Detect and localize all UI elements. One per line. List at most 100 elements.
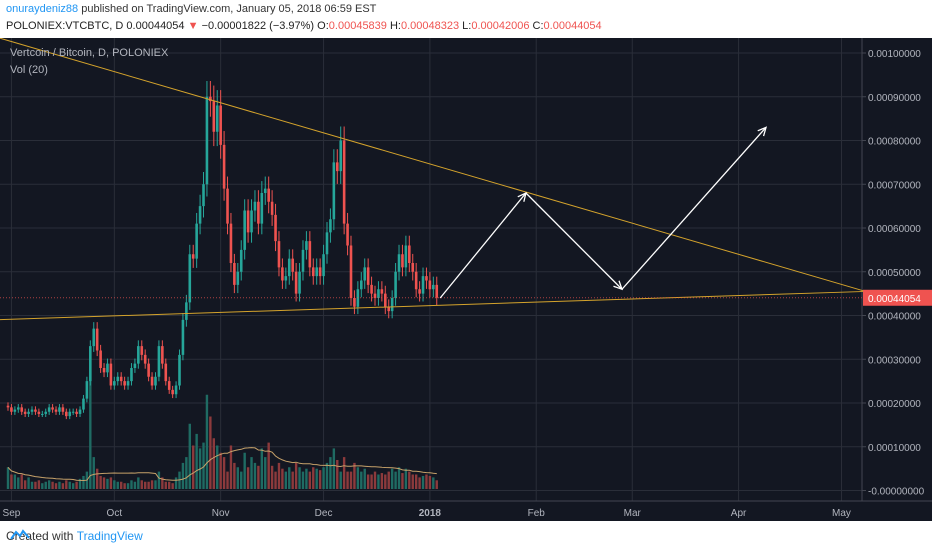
ohlc-line: POLONIEX:VTCBTC, D 0.00044054 ▼ −0.00001… [6,20,602,32]
volume-bar [102,477,106,489]
candle-body [68,411,72,417]
candle-body [41,413,44,415]
volume-bar [226,471,229,489]
volume-bar [356,467,360,489]
volume-bar [418,477,421,489]
volume-bar [34,481,37,489]
candle-body [418,289,421,294]
candle-body [335,162,339,172]
volume-bar [387,471,390,489]
volume-bar [380,473,384,489]
time-tick-label: Oct [107,508,123,519]
volume-bar [408,471,411,489]
volume-bar [164,481,167,489]
candle-body [346,223,349,246]
open-label: O: [317,20,329,32]
volume-ma-line [7,447,437,482]
author-link[interactable]: onuraydeniz88 [6,3,79,15]
volume-bar [336,460,339,489]
volume-bar [339,471,342,489]
volume-bar [329,457,332,489]
low-value: 0.00042006 [471,20,530,32]
volume-bar [236,467,240,489]
time-tick-label: May [832,508,851,519]
volume-bar [360,471,363,489]
volume-bar [47,480,51,489]
candle-body [6,405,10,408]
candle-body [85,381,89,399]
candle-body [154,376,157,386]
volume-bar [44,481,47,489]
candle-body [325,232,329,255]
volume-bar [301,471,305,489]
volume-bar [219,452,222,489]
volume-bar [363,468,366,489]
chart-header: onuraydeniz88 published on TradingView.c… [0,0,932,38]
candle-body [82,398,85,410]
candle-body [277,241,281,268]
candle-body [267,188,270,202]
volume-bar [95,468,99,489]
volume-bar [229,445,233,489]
volume-bar [298,467,301,489]
volume-bar [397,467,401,489]
volume-bar [154,480,157,489]
volume-bar [65,480,68,489]
high-value: 0.00048323 [400,20,460,32]
last-price-tag [863,289,932,306]
candle-body [408,245,411,263]
candle-body [34,409,37,412]
chart-area[interactable]: 0.00100000 0.00090000 0.00080000 0.00070000… [0,38,932,521]
price-tick-label: 0.00040000 [868,312,921,323]
volume-bar [150,480,154,489]
time-tick-label: Mar [624,508,642,519]
volume-bar [384,474,387,489]
candle-body [126,381,130,386]
candle-body [209,96,212,102]
candle-body [181,319,185,355]
candle-body [123,381,126,386]
volume-bar [144,481,147,489]
candle-body [140,346,144,355]
candle-body [130,368,133,382]
candle-body [236,271,240,285]
candle-body [116,376,120,382]
tradingview-brand[interactable]: TradingView [76,529,143,543]
volume-bar [37,480,41,489]
candle-body [222,144,226,189]
volume-bar [119,481,123,489]
time-tick-label: 2018 [419,508,442,519]
candle-body [384,293,387,307]
volume-bar [195,433,198,489]
candle-body [161,346,164,364]
candle-body [257,201,260,224]
tradingview-logo-icon[interactable] [10,529,30,541]
volume-bar [288,467,291,489]
candle-body [174,385,178,395]
candle-body [205,96,209,185]
volume-bar [109,477,113,489]
volume-bar [401,473,404,489]
volume-bar [68,481,71,489]
candle-body [51,407,54,410]
volume-bar [353,462,356,489]
volume-bar [116,481,119,489]
candle-body [404,245,408,268]
volume-bar [435,480,438,489]
candle-body [414,271,418,290]
last-price-tag-label: 0.00044054 [868,294,921,305]
candle-body [71,411,75,413]
candle-body [298,271,301,294]
volume-bar [425,474,428,489]
candle-body [274,214,277,242]
volume-bar [13,474,17,489]
close-label: C: [532,20,544,32]
candle-body [377,289,380,298]
time-tick-label: Nov [212,508,230,519]
volume-bar [192,445,195,489]
price-tick-label: 0.00030000 [868,355,921,366]
candle-body [270,201,274,215]
low-label: L: [462,20,472,32]
candle-body [219,105,222,145]
price-chart[interactable]: 0.00100000 0.00090000 0.00080000 0.00070000… [0,38,932,521]
